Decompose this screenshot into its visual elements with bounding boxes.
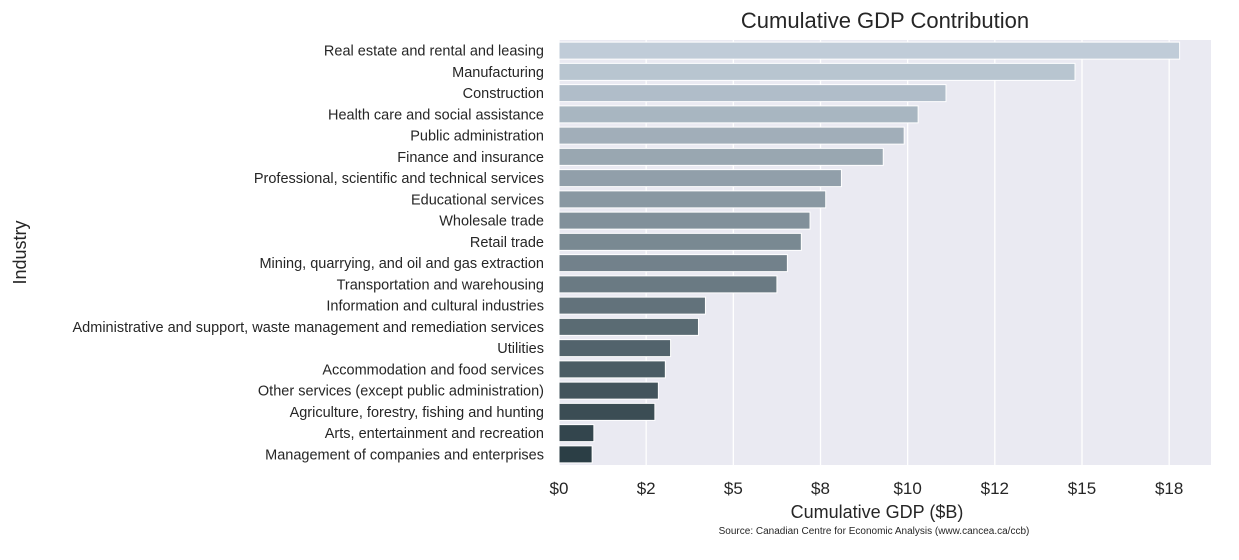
- bar: [558, 381, 659, 400]
- bar: [558, 169, 842, 188]
- category-label: Utilities: [497, 341, 544, 357]
- y-axis-title: Industry: [10, 220, 30, 284]
- category-label: Management of companies and enterprises: [265, 447, 544, 463]
- x-tick-label: $2: [637, 479, 656, 498]
- category-label: Transportation and warehousing: [337, 277, 544, 293]
- bar: [558, 402, 656, 421]
- bar: [558, 41, 1181, 60]
- bar: [558, 84, 947, 103]
- bar: [558, 296, 706, 315]
- source-note: Source: Canadian Centre for Economic Ana…: [719, 526, 1030, 537]
- category-labels: Real estate and rental and leasing Manufa…: [73, 44, 545, 464]
- category-label: Information and cultural industries: [326, 299, 544, 315]
- bar: [558, 339, 672, 358]
- bar: [558, 445, 593, 464]
- bar: [558, 317, 699, 336]
- bar: [558, 62, 1076, 81]
- category-label: Educational services: [411, 192, 544, 208]
- bars: [558, 41, 1181, 464]
- bar: [558, 254, 788, 273]
- bar: [558, 424, 595, 443]
- category-label: Manufacturing: [452, 65, 544, 81]
- category-label: Mining, quarrying, and oil and gas extra…: [259, 256, 544, 272]
- plot-background: [559, 40, 1211, 465]
- category-label: Professional, scientific and technical s…: [254, 171, 544, 187]
- chart-title: Cumulative GDP Contribution: [741, 8, 1029, 33]
- x-tick-label: $15: [1068, 479, 1096, 498]
- bar: [558, 360, 666, 379]
- category-label: Real estate and rental and leasing: [324, 44, 544, 60]
- x-tick-label: $18: [1155, 479, 1183, 498]
- category-label: Accommodation and food services: [322, 362, 544, 378]
- category-label: Health care and social assistance: [328, 107, 544, 123]
- category-label: Administrative and support, waste manage…: [73, 320, 545, 336]
- category-label: Public administration: [410, 129, 544, 145]
- x-tick-labels: $0 $2 $5 $8 $10 $12 $15 $18: [550, 479, 1184, 498]
- x-tick-label: $8: [811, 479, 830, 498]
- category-label: Agriculture, forestry, fishing and hunti…: [290, 405, 544, 421]
- bar: [558, 105, 919, 124]
- bar: [558, 275, 778, 294]
- x-tick-label: $10: [893, 479, 921, 498]
- category-label: Other services (except public administra…: [258, 384, 544, 400]
- bar: [558, 147, 884, 166]
- x-axis-title: Cumulative GDP ($B): [791, 502, 964, 522]
- bar: [558, 126, 905, 145]
- category-label: Arts, entertainment and recreation: [325, 426, 544, 442]
- x-tick-label: $12: [981, 479, 1009, 498]
- bar: [558, 190, 827, 209]
- category-label: Wholesale trade: [439, 214, 544, 230]
- x-tick-label: $0: [550, 479, 569, 498]
- bar: [558, 211, 811, 230]
- x-tick-label: $5: [724, 479, 743, 498]
- category-label: Retail trade: [470, 235, 544, 251]
- category-label: Construction: [463, 86, 544, 102]
- bar: [558, 232, 802, 251]
- category-label: Finance and insurance: [397, 150, 544, 166]
